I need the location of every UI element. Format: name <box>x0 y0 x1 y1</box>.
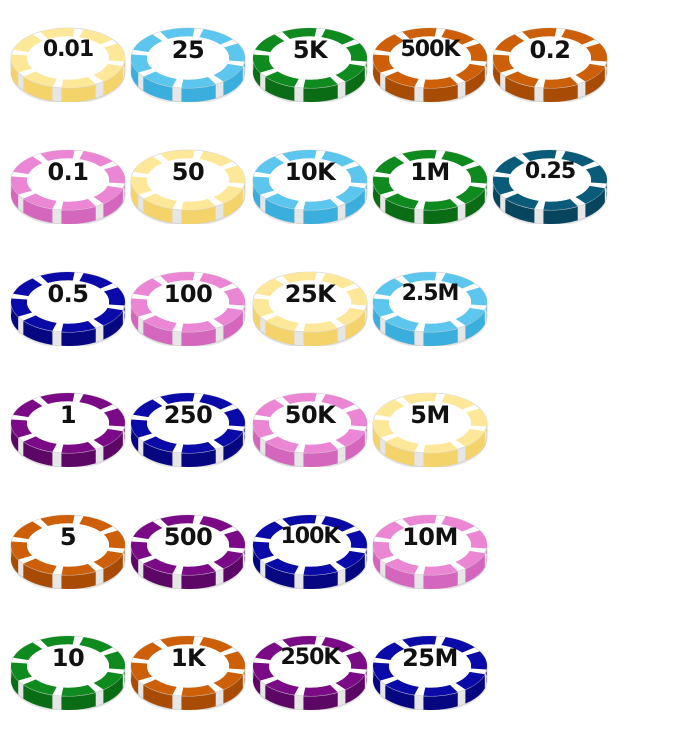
poker-chip: 100 <box>128 262 248 346</box>
poker-chip: 10K <box>250 140 370 224</box>
chip-graphic <box>252 27 368 102</box>
chip-value-label: 0.5 <box>47 280 89 308</box>
poker-chip: 100K <box>250 505 370 589</box>
chip-graphic <box>10 149 126 224</box>
chip-graphic <box>372 392 488 467</box>
poker-chip: 5 <box>8 505 128 589</box>
poker-chip: 0.2 <box>490 18 610 102</box>
poker-chip: 50K <box>250 383 370 467</box>
chip-graphic <box>372 635 488 710</box>
chip-value-label: 1K <box>170 644 206 672</box>
chip-value-label: 10K <box>284 158 336 186</box>
chip-value-label: 50 <box>171 158 205 186</box>
chip-graphic <box>372 149 488 224</box>
chip-graphic <box>252 392 368 467</box>
chip-value-label: 25M <box>402 644 458 672</box>
poker-chip: 0.25 <box>490 140 610 224</box>
chip-value-label: 2.5M <box>401 281 460 306</box>
chip-graphic <box>10 271 126 346</box>
chip-graphic <box>372 514 488 589</box>
poker-chip: 25M <box>370 626 490 710</box>
chip-graphic <box>130 635 246 710</box>
chip-value-label: 5K <box>292 36 328 64</box>
chip-value-label: 500K <box>400 37 461 62</box>
chip-graphic <box>130 149 246 224</box>
poker-chip: 1K <box>128 626 248 710</box>
poker-chip: 5K <box>250 18 370 102</box>
chip-value-label: 25K <box>284 280 336 308</box>
chip-graphic <box>10 392 126 467</box>
chip-graphic <box>10 514 126 589</box>
poker-chip: 5M <box>370 383 490 467</box>
poker-chip: 2.5M <box>370 262 490 346</box>
chip-graphic <box>252 149 368 224</box>
poker-chip: 0.1 <box>8 140 128 224</box>
chip-value-label: 0.2 <box>529 36 571 64</box>
chip-graphic <box>10 27 126 102</box>
chip-value-label: 0.25 <box>524 159 576 184</box>
chip-value-label: 5M <box>410 401 450 429</box>
chip-graphic <box>492 149 608 224</box>
chip-value-label: 1 <box>59 401 77 429</box>
chip-value-label: 0.01 <box>42 37 94 62</box>
chip-graphic <box>252 271 368 346</box>
chip-graphic <box>10 635 126 710</box>
poker-chip: 250K <box>250 626 370 710</box>
chip-graphic <box>372 271 488 346</box>
poker-chip: 0.5 <box>8 262 128 346</box>
poker-chip: 1 <box>8 383 128 467</box>
chip-graphic <box>130 514 246 589</box>
chip-graphic <box>252 635 368 710</box>
poker-chip: 25K <box>250 262 370 346</box>
chip-value-label: 500 <box>163 523 213 551</box>
poker-chip: 50 <box>128 140 248 224</box>
poker-chip: 10 <box>8 626 128 710</box>
chip-value-label: 100 <box>163 280 213 308</box>
chip-value-label: 50K <box>284 401 336 429</box>
chip-value-label: 250K <box>280 645 341 670</box>
poker-chip: 1M <box>370 140 490 224</box>
poker-chip: 10M <box>370 505 490 589</box>
poker-chip: 500K <box>370 18 490 102</box>
poker-chip: 0.01 <box>8 18 128 102</box>
poker-chip: 250 <box>128 383 248 467</box>
chip-value-label: 5 <box>59 523 77 551</box>
chip-graphic <box>130 27 246 102</box>
chip-value-label: 10M <box>402 523 458 551</box>
chip-value-label: 10 <box>51 644 85 672</box>
chip-graphic <box>130 271 246 346</box>
chip-graphic <box>372 27 488 102</box>
chip-value-label: 25 <box>171 36 205 64</box>
chip-value-label: 1M <box>410 158 450 186</box>
chip-graphic <box>492 27 608 102</box>
chip-graphic <box>130 392 246 467</box>
chip-value-label: 250 <box>163 401 213 429</box>
chip-value-label: 0.1 <box>47 158 89 186</box>
poker-chip: 25 <box>128 18 248 102</box>
chip-graphic <box>252 514 368 589</box>
poker-chip: 500 <box>128 505 248 589</box>
chip-value-label: 100K <box>280 524 341 549</box>
